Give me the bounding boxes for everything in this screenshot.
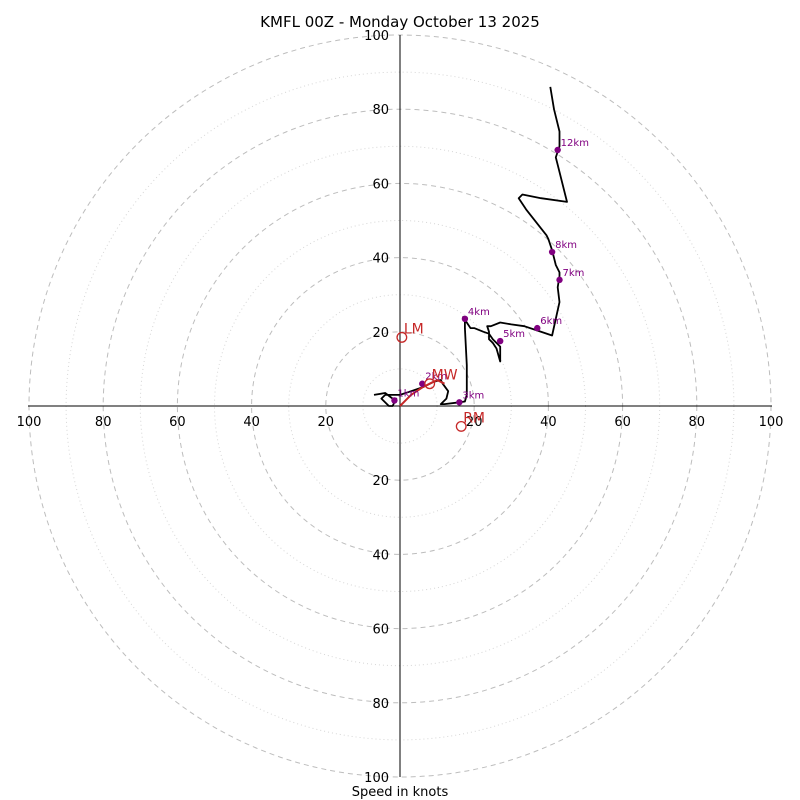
x-tick-label: 100 bbox=[759, 415, 784, 430]
storm-label-rm: RM bbox=[463, 410, 485, 426]
height-point-2km bbox=[419, 380, 426, 387]
height-point-7km bbox=[556, 276, 563, 284]
storm-marker-lm bbox=[396, 331, 408, 343]
height-point-12km bbox=[554, 146, 561, 154]
height-point-6km bbox=[534, 324, 541, 332]
chart-title: KMFL 00Z - Monday October 13 2025 bbox=[260, 13, 540, 31]
storm-label-mw: MW bbox=[432, 368, 458, 384]
height-label-4km: 4km bbox=[468, 307, 490, 318]
x-tick-label: 60 bbox=[169, 415, 186, 430]
x-tick-label: 80 bbox=[95, 415, 112, 430]
height-points: 1km 2km 3km 4km 5km 6km 7km 8km 12km bbox=[391, 138, 589, 406]
height-label-3km: 3km bbox=[462, 390, 484, 401]
y-tick-label: 100 bbox=[364, 771, 389, 786]
height-label-6km: 6km bbox=[540, 316, 562, 327]
y-tick-label: 40 bbox=[372, 548, 389, 563]
height-point-5km bbox=[496, 337, 504, 345]
storm-label-lm: LM bbox=[404, 321, 424, 337]
hodograph-line bbox=[373, 86, 568, 407]
y-tick-label: 80 bbox=[372, 697, 389, 712]
height-point-1km bbox=[391, 397, 398, 404]
height-label-7km: 7km bbox=[563, 268, 585, 279]
tick-labels: 100 100 80 80 60 60 40 40 20 20 20 20 40 40 60 60 80 80 10… bbox=[17, 29, 784, 786]
height-label-12km: 12km bbox=[561, 138, 589, 149]
height-label-2km: 2km bbox=[425, 372, 447, 383]
y-tick-label: 20 bbox=[372, 326, 389, 341]
hodograph-series bbox=[373, 86, 568, 407]
x-tick-label: 20 bbox=[466, 415, 483, 430]
height-label-1km: 1km bbox=[397, 388, 419, 399]
y-tick-label: 60 bbox=[372, 623, 389, 638]
height-point-4km bbox=[461, 315, 469, 323]
y-tick-label: 100 bbox=[364, 29, 389, 44]
height-point-8km bbox=[548, 248, 556, 256]
x-axis-label: Speed in knots bbox=[352, 785, 449, 800]
y-tick-label: 60 bbox=[372, 177, 389, 192]
x-tick-label: 80 bbox=[689, 415, 706, 430]
x-tick-label: 20 bbox=[318, 415, 335, 430]
y-tick-label: 40 bbox=[372, 252, 389, 267]
x-tick-label: 60 bbox=[614, 415, 631, 430]
y-tick-label: 80 bbox=[372, 103, 389, 118]
height-point-3km bbox=[456, 399, 463, 406]
y-tick-label: 20 bbox=[372, 474, 389, 489]
x-tick-label: 40 bbox=[540, 415, 557, 430]
height-label-8km: 8km bbox=[555, 240, 577, 251]
storm-marker-mw bbox=[424, 378, 436, 390]
storm-motion-markers: LM MW RM bbox=[396, 321, 485, 432]
storm-marker-rm bbox=[455, 420, 467, 432]
x-tick-label: 40 bbox=[243, 415, 260, 430]
low-level-segment bbox=[399, 378, 445, 407]
x-tick-label: 100 bbox=[17, 415, 42, 430]
height-label-5km: 5km bbox=[503, 329, 525, 340]
